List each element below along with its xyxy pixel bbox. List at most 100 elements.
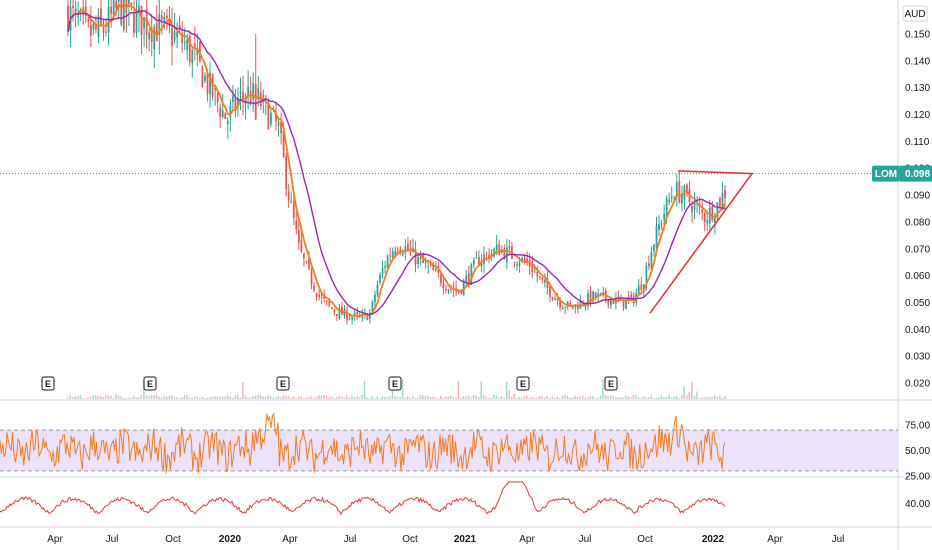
candle-body xyxy=(247,86,249,96)
volume-bar xyxy=(528,397,531,399)
candle-body xyxy=(221,110,224,118)
volume-bar xyxy=(320,395,323,399)
earnings-marker[interactable] xyxy=(143,376,157,391)
volume-bar xyxy=(244,395,247,399)
candle-body xyxy=(513,262,516,264)
volume-bar xyxy=(310,396,313,399)
volume-bar xyxy=(330,396,333,399)
candle-body xyxy=(584,303,587,308)
candle-body xyxy=(303,253,305,259)
earnings-marker[interactable] xyxy=(276,376,290,391)
candle-body xyxy=(719,198,721,207)
earnings-marker-label: E xyxy=(392,379,398,389)
candle-body xyxy=(582,302,584,305)
volume-bar xyxy=(242,382,244,399)
volume-bar xyxy=(358,397,361,399)
time-tick-label: 2022 xyxy=(702,534,725,545)
volume-bar xyxy=(163,395,165,399)
candle-body xyxy=(346,310,348,321)
volume-bar xyxy=(188,397,191,399)
volume-bar xyxy=(183,395,186,399)
volume-bar xyxy=(488,397,490,399)
volume-bar xyxy=(115,394,117,399)
candle-body xyxy=(693,202,696,210)
volume-bar xyxy=(526,395,528,399)
volume-bar xyxy=(521,397,523,399)
volume-bar xyxy=(407,396,409,399)
currency-badge[interactable] xyxy=(902,5,928,22)
candle-body xyxy=(155,23,158,41)
volume-bar xyxy=(663,397,665,399)
volume-bar xyxy=(209,396,211,399)
candle-body xyxy=(691,205,693,213)
volume-bar xyxy=(361,394,363,399)
price-tick-label: 0.140 xyxy=(905,56,930,67)
candle-body xyxy=(480,261,483,267)
rsi-line xyxy=(0,412,726,474)
earnings-marker[interactable] xyxy=(388,376,402,391)
candle-body xyxy=(214,88,217,91)
volume-bar xyxy=(518,396,521,399)
volume-bar xyxy=(234,395,236,399)
candle-body xyxy=(467,273,470,283)
volume-bar xyxy=(199,397,201,399)
volume-bar xyxy=(84,398,87,399)
volume-bar xyxy=(122,398,125,399)
price-tick-label: 0.030 xyxy=(905,352,930,363)
volume-bar xyxy=(318,395,320,399)
volume-bar xyxy=(305,397,307,399)
candle-body xyxy=(226,121,229,125)
price-tick-label: 0.090 xyxy=(905,191,930,202)
volume-bar xyxy=(716,396,718,399)
candle-body xyxy=(191,49,194,64)
volume-bar xyxy=(270,396,272,399)
time-tick-label: 2020 xyxy=(219,534,242,545)
candle-body xyxy=(74,8,77,13)
price-tick-label: 0.040 xyxy=(905,325,930,336)
volume-bar xyxy=(549,397,551,399)
candle-body xyxy=(148,32,151,40)
earnings-marker-label: E xyxy=(45,379,51,389)
candle-body xyxy=(92,23,95,30)
symbol-tag-label: LOM xyxy=(875,169,897,180)
volume-bar xyxy=(155,394,158,399)
volume-bar xyxy=(74,396,77,399)
time-tick-label: Jul xyxy=(579,534,592,545)
candle-body xyxy=(87,18,90,22)
candle-body xyxy=(607,299,610,305)
volume-bar xyxy=(645,397,647,399)
candle-body xyxy=(133,13,135,33)
volume-bar xyxy=(592,395,594,399)
volume-bar xyxy=(401,379,404,399)
candle-body xyxy=(648,263,650,267)
candle-body xyxy=(571,306,574,309)
volume-bar xyxy=(683,386,685,399)
candle-body xyxy=(186,39,189,50)
volume-bar xyxy=(140,395,143,399)
candle-body xyxy=(625,299,627,309)
earnings-marker[interactable] xyxy=(41,376,55,391)
volume-bar xyxy=(615,397,617,399)
candle-body xyxy=(371,301,374,312)
volume-bar xyxy=(536,397,538,399)
volume-bar xyxy=(711,396,713,399)
candle-body xyxy=(199,41,201,61)
volume-bar xyxy=(287,395,290,399)
volume-bar xyxy=(348,397,351,399)
volume-bar xyxy=(650,395,652,399)
moving-average-line-1 xyxy=(67,2,726,318)
price-tick-label: 0.020 xyxy=(905,379,930,390)
volume-bar xyxy=(257,394,259,399)
candle-body xyxy=(348,318,351,320)
candle-body xyxy=(404,246,407,253)
candle-body xyxy=(333,309,336,312)
candle-body xyxy=(556,298,559,301)
earnings-marker[interactable] xyxy=(516,376,530,391)
candle-body xyxy=(703,213,706,223)
earnings-marker[interactable] xyxy=(604,376,618,391)
candle-body xyxy=(150,28,153,42)
volume-bar xyxy=(176,397,178,399)
candle-body xyxy=(498,244,501,256)
candle-body xyxy=(336,314,338,316)
